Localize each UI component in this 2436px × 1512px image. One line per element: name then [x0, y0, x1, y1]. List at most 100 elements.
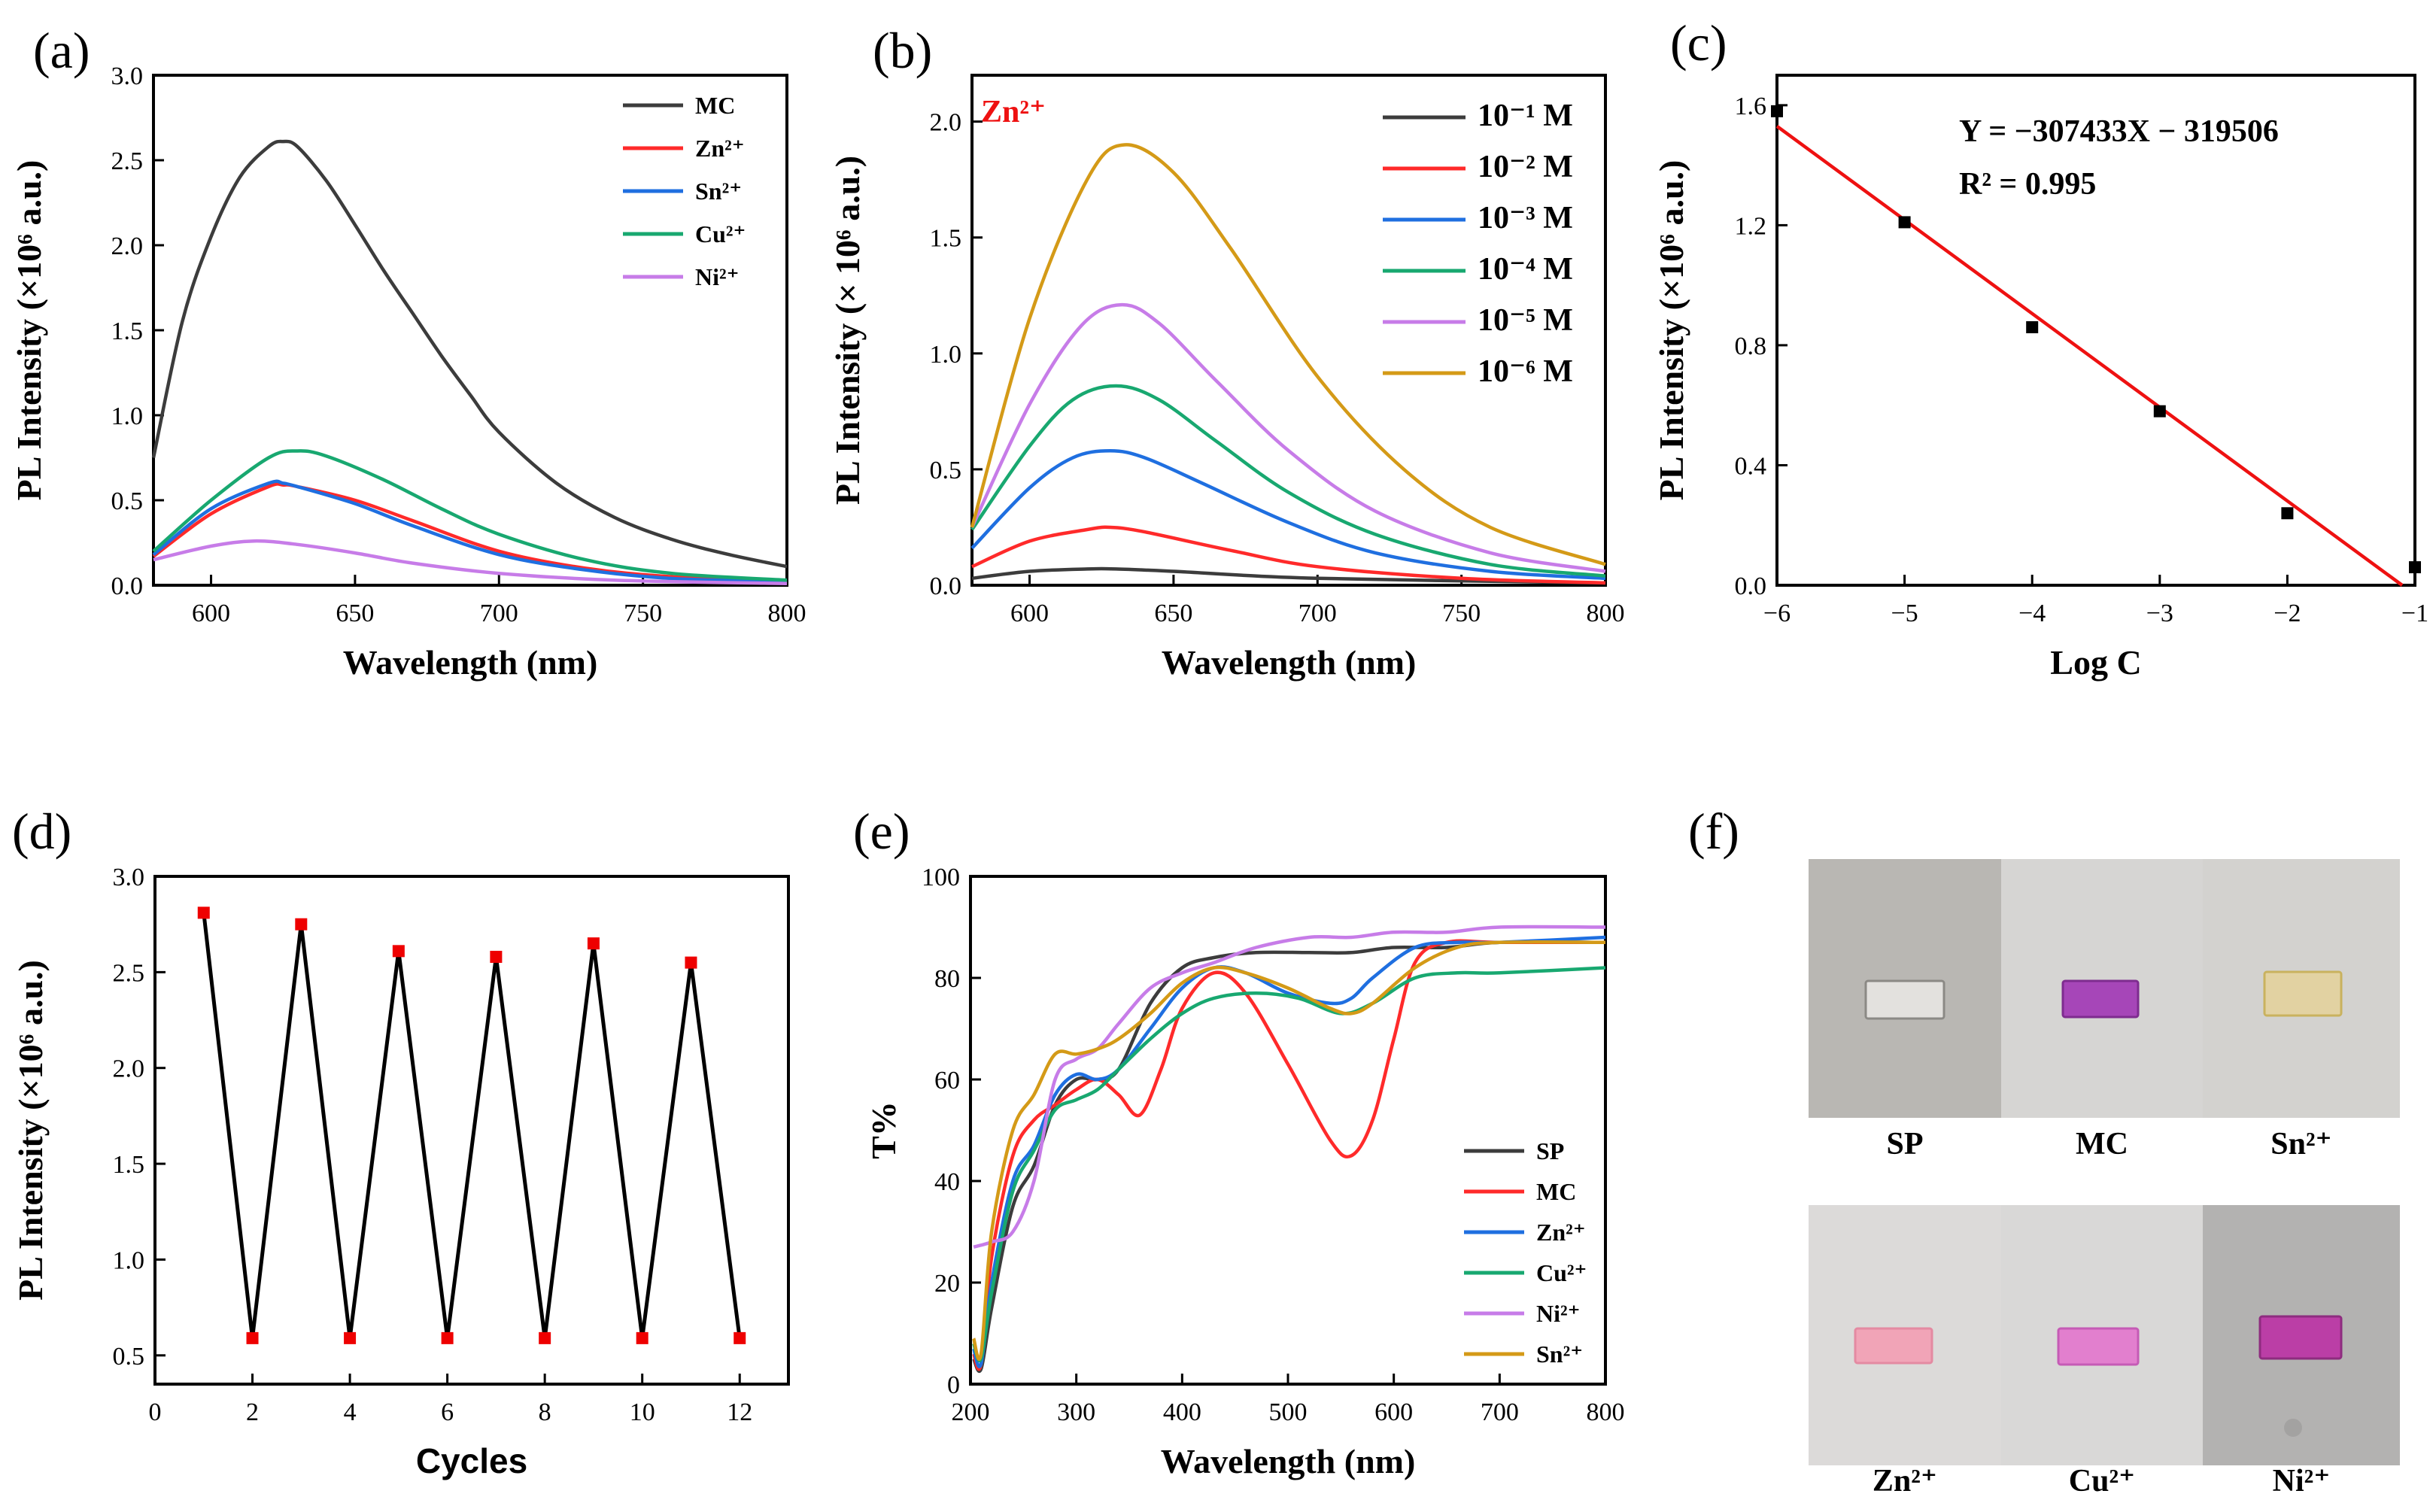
data-point [2281, 507, 2294, 520]
cycle-point [441, 1331, 454, 1344]
series-line-1 [152, 482, 788, 584]
x-tick-label: 2 [246, 1398, 259, 1426]
y-tick-label: 0.5 [113, 1343, 145, 1371]
photo-label: Zn²⁺ [1873, 1464, 1937, 1498]
y-tick-label: 3.0 [113, 864, 145, 891]
legend-label: MC [695, 92, 735, 119]
test-strip [1854, 1327, 1933, 1365]
y-axis-label: T% [864, 1101, 903, 1159]
x-tick-label: 12 [727, 1398, 752, 1426]
legend-label: Cu²⁺ [695, 220, 746, 247]
x-tick-label: 500 [1269, 1398, 1308, 1426]
plot-frame [970, 74, 1607, 587]
y-tick-label: 1.0 [930, 341, 962, 369]
legend-label: Ni²⁺ [695, 263, 739, 290]
x-tick-label: 10 [630, 1398, 655, 1426]
fit-equation: Y = −307433X − 319506 [1959, 114, 2279, 149]
y-tick-label: 2.0 [113, 1055, 145, 1083]
test-strip [2057, 1327, 2140, 1366]
series-line-3 [152, 449, 788, 582]
series-line-1 [972, 939, 1605, 1371]
x-tick-label: −6 [1763, 600, 1791, 627]
cycle-point [636, 1331, 648, 1344]
x-tick-label: −3 [2146, 600, 2173, 627]
series-line-4 [153, 539, 788, 585]
ion-annotation: Zn²⁺ [981, 95, 1046, 129]
y-tick-label: 1.2 [1735, 212, 1767, 240]
legend-label: 10⁻⁴ M [1478, 252, 1573, 287]
panel-a: (a) 600 650 700 750 800 0.0 0.5 1.0 1.5 2.0 2.5 3.0 W… [10, 22, 806, 682]
y-tick-label: 2.0 [930, 109, 962, 137]
x-tick-label: −2 [2273, 600, 2301, 627]
y-axis-label: PL Intensity (×10⁶ a.u.) [10, 160, 48, 501]
panel-label: (d) [12, 803, 71, 860]
y-tick-label: 100 [922, 864, 960, 891]
series-line-2 [970, 449, 1606, 581]
y-tick-label: 0.0 [1735, 572, 1767, 600]
panel-label: (f) [1688, 803, 1739, 860]
legend-label: 10⁻⁵ M [1478, 303, 1573, 338]
legend-label: 10⁻⁶ M [1478, 354, 1573, 389]
y-tick-label: 40 [934, 1168, 960, 1196]
panel-label: (e) [853, 803, 910, 860]
cycle-point [246, 1331, 259, 1344]
cycle-point [344, 1331, 357, 1344]
y-tick-label: 0.5 [930, 457, 962, 484]
x-tick-label: 4 [344, 1398, 357, 1426]
x-tick-label: 700 [480, 600, 518, 627]
series-line-3 [972, 966, 1606, 1363]
legend-label: MC [1536, 1178, 1576, 1205]
legend-label: Sn²⁺ [695, 178, 742, 205]
photo-spot [2284, 1419, 2302, 1437]
data-point [2026, 321, 2039, 334]
r-squared: R² = 0.995 [1959, 167, 2096, 202]
y-axis-label: PL Intensity (×10⁶ a.u.) [11, 960, 50, 1301]
y-tick-label: 1.5 [113, 1151, 145, 1179]
x-tick-label: 6 [441, 1398, 454, 1426]
cycle-point [490, 950, 503, 963]
x-axis-label: Wavelength (nm) [1161, 1442, 1416, 1480]
cycle-point [587, 937, 600, 950]
test-strip [2258, 1315, 2343, 1360]
data-point [1771, 105, 1783, 117]
x-tick-label: 700 [1298, 600, 1337, 627]
series-line-5 [972, 940, 1606, 1362]
x-tick-label: 650 [1154, 600, 1192, 627]
x-tick-label: 650 [336, 600, 374, 627]
x-tick-label: 800 [1587, 1398, 1625, 1426]
photo-label: Ni²⁺ [2273, 1464, 2331, 1498]
x-axis-label: Wavelength (nm) [343, 643, 598, 682]
cycle-point [734, 1331, 746, 1344]
y-tick-label: 1.0 [111, 402, 144, 430]
y-tick-label: 20 [934, 1270, 960, 1298]
series-line-0 [971, 566, 1606, 585]
cycle-point [685, 956, 697, 969]
cycle-point [295, 918, 308, 931]
y-tick-label: 60 [934, 1067, 960, 1095]
data-point [2153, 405, 2166, 417]
photo-label: SP [1886, 1127, 1923, 1161]
fit-line [1775, 124, 2404, 587]
plot-frame [153, 875, 790, 1386]
legend-label: 10⁻¹ M [1478, 99, 1573, 133]
y-tick-label: 3.0 [111, 62, 144, 90]
data-point [2409, 561, 2421, 574]
x-tick-label: 0 [149, 1398, 162, 1426]
y-tick-label: 0.0 [930, 572, 962, 600]
y-tick-label: 0.5 [111, 487, 144, 515]
x-tick-label: 800 [768, 600, 806, 627]
y-tick-label: 2.0 [111, 232, 144, 260]
data-point [1898, 216, 1911, 229]
cycle-point [392, 945, 405, 958]
legend-label: Cu²⁺ [1536, 1259, 1587, 1286]
y-tick-label: 0 [947, 1371, 960, 1399]
panel-label: (b) [873, 22, 932, 79]
y-tick-label: 80 [934, 965, 960, 993]
plot-frame [152, 74, 788, 587]
x-tick-label: 600 [1374, 1398, 1413, 1426]
plot-frame [1775, 74, 2416, 587]
x-tick-label: 8 [539, 1398, 551, 1426]
series-line-4 [970, 302, 1606, 573]
legend-label: Zn²⁺ [695, 135, 745, 162]
